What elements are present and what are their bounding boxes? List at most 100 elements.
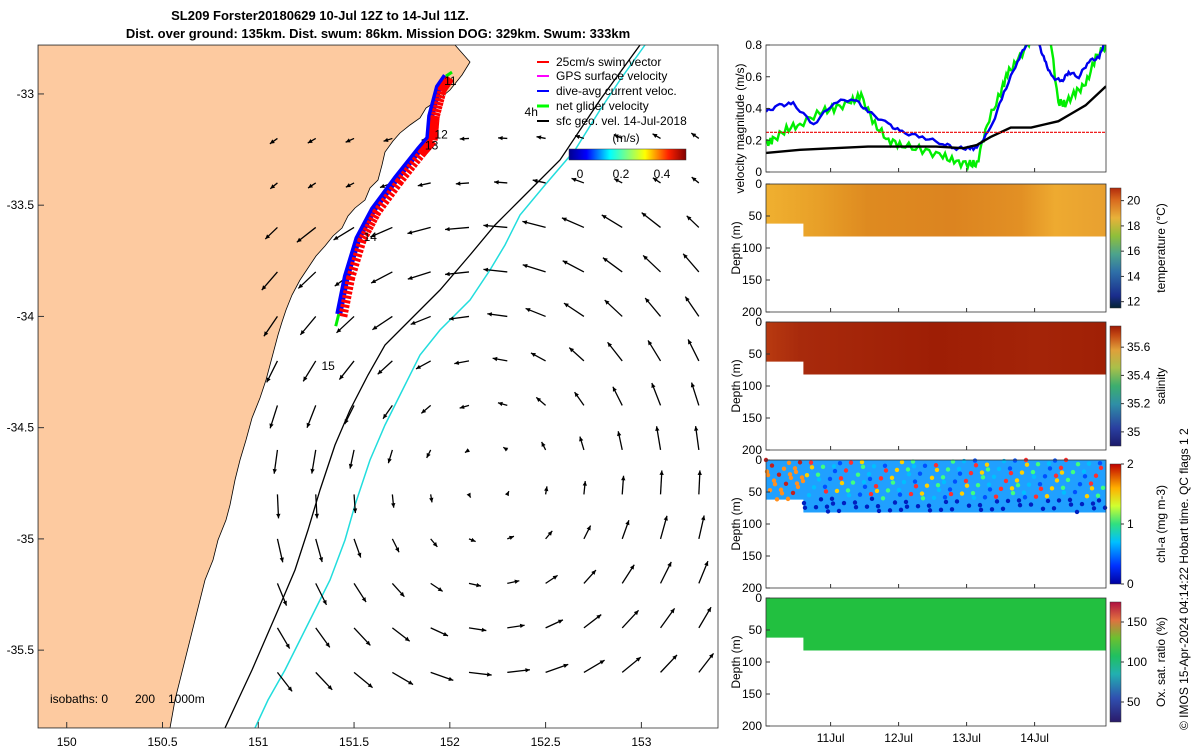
current-vector [574,391,585,406]
chla-sample-point [915,503,921,509]
swim-vector [430,114,440,120]
chla-sample-point [947,487,953,492]
current-vector-head [569,347,575,353]
current-vector [314,494,319,519]
current-vector [429,494,434,503]
current-vector-head [508,535,514,540]
map-lon-tick-4: 152 [440,735,460,749]
chla-sample-point [793,469,799,475]
chla-sample-point [977,502,983,508]
chla-sample-point [982,495,988,500]
chla-tick-0: 0 [755,453,762,467]
current-vector-head [670,608,675,614]
glider-track-line [335,74,449,315]
swim-vector [430,120,440,125]
chla-sample-point [1030,469,1036,475]
current-vector [659,561,672,584]
current-vector [612,386,623,406]
current-vector-head [327,685,333,690]
current-vector [545,619,564,629]
chla-sample-point [867,476,873,482]
swim-vector [440,82,450,90]
current-vector [536,135,546,140]
current-vector-head [643,255,648,261]
current-vector-head [691,177,697,182]
current-vector [545,663,569,673]
current-vector-head [416,364,422,369]
current-vector-head [269,139,275,144]
current-vector-head [322,599,327,605]
chla-sample-point [1075,461,1081,467]
current-vector-head [697,470,702,476]
current-vector-head [470,537,476,542]
chla-sample-point [825,509,831,514]
current-vector [607,341,623,362]
current-vector-head [464,448,470,453]
current-vector [690,132,700,139]
current-vector [464,448,470,454]
swim-vector [418,148,427,157]
chla-tick-2: 100 [742,517,762,531]
velocity-series-1 [766,45,1105,152]
current-vector [345,137,355,143]
current-vector-head [497,401,503,407]
current-vector [315,538,324,563]
net-glider-velocity-end [445,70,453,78]
current-vector-head [383,413,388,419]
swim-vector [430,118,440,123]
swim-vector [437,86,447,94]
swim-vector [414,153,424,161]
swim-vector [339,308,349,313]
swim-vector [434,97,445,103]
current-vector [445,271,470,277]
chla-sample-point [1035,461,1041,467]
salinity-panel: 0 50 100 150 200 Depth (m) 35 35.2 35.4 35.6salin… [729,315,1168,457]
day-label-1: 12 [435,127,449,141]
swim-vector [351,256,361,263]
current-vector-head [599,660,605,665]
salinity-tick-4: 200 [742,443,762,457]
chla-sample-point [816,477,822,482]
chla-sample-point [1102,505,1108,510]
chla-sample-point [845,488,851,493]
chla-sample-point [940,475,946,480]
current-vector-head [706,607,712,613]
chla-cbtick-0: 0 [1127,577,1134,591]
chla-sample-point [1014,478,1020,483]
chla-sample-point [903,499,909,505]
current-vector [370,226,393,238]
current-vector [391,538,400,553]
current-vector-head [667,561,672,567]
chla-sample-point [774,497,780,502]
current-vector-head [306,422,311,428]
current-vector [563,302,585,317]
current-vector [644,297,662,317]
chla-sample-point [860,464,866,470]
current-vector-head [300,330,305,335]
swim-vector [439,83,449,91]
oxygen-tick-3: 150 [742,687,762,701]
current-vector [430,582,444,592]
current-vector-head [372,325,378,330]
map-colorbar-gradient [568,148,687,161]
oxygen-tick-0: 0 [755,591,762,605]
chla-sample-point [1100,485,1106,491]
current-vector [684,296,700,317]
current-vector [545,574,558,584]
current-vector [387,449,393,464]
swim-vector [398,173,407,182]
chla-sample-point [970,490,976,496]
current-vector-head [348,463,354,469]
current-vector-head [318,557,324,563]
current-vector-head [408,680,414,685]
map-lat-tick-0: -33 [17,87,35,101]
current-vector-head [314,513,319,519]
chla-sample-point [829,496,835,502]
current-vector-head [504,491,509,497]
chla-sample-point [968,470,974,476]
current-vector [310,449,317,474]
chla-sample-point [874,488,880,494]
velocity-series-2 [766,85,1106,155]
chla-sample-point [1031,474,1037,479]
swim-vector [354,247,364,254]
